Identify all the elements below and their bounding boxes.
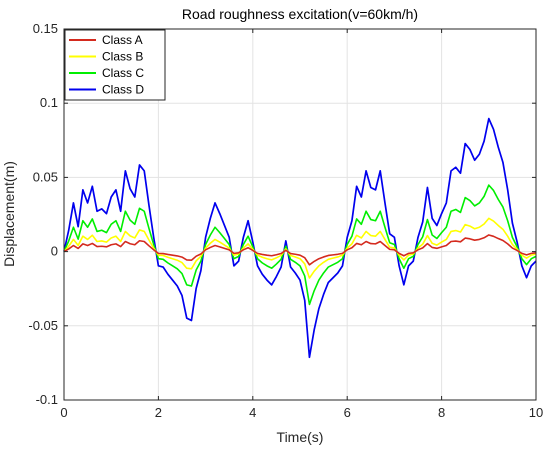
chart-title: Road roughness excitation(v=60km/h): [182, 6, 418, 22]
class-c-line: [63, 184, 537, 306]
y-tick-label: -0.05: [28, 318, 58, 333]
y-tick-label: -0.1: [36, 392, 58, 407]
y-axis-label: Displacement(m): [1, 161, 17, 267]
legend-label-class-b: Class B: [102, 50, 143, 64]
series-layer: [63, 117, 537, 359]
x-tick-label: 2: [155, 405, 162, 420]
legend-box: [64, 29, 166, 101]
x-tick-label: 8: [438, 405, 445, 420]
class-d-line: [63, 117, 537, 359]
tick-labels: 0 2 4 6 8 10 -0.1 -0.05 0 0.05 0.1 0.15: [28, 21, 543, 420]
x-tick-label: 4: [249, 405, 256, 420]
legend-label-class-a: Class A: [102, 33, 143, 47]
legend-label-class-c: Class C: [102, 66, 144, 80]
x-tick-label: 10: [529, 405, 543, 420]
y-tick-label: 0.1: [40, 95, 58, 110]
legend-label-class-d: Class D: [102, 83, 144, 97]
y-tick-label: 0.05: [33, 169, 58, 184]
class-b-line: [63, 217, 537, 279]
x-tick-label: 0: [60, 405, 67, 420]
x-tick-label: 6: [344, 405, 351, 420]
y-tick-label: 0: [51, 244, 58, 259]
x-axis-label: Time(s): [277, 429, 324, 445]
legend: Class A Class B Class C Class D: [64, 29, 166, 101]
y-tick-label: 0.15: [33, 21, 58, 36]
plot-border: [63, 28, 537, 401]
axis-ticks: [63, 28, 537, 401]
class-a-line: [63, 234, 537, 266]
